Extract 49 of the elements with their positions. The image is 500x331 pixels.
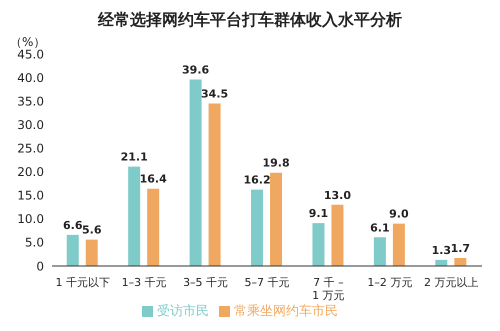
- x-tick-label: 1 千元以下: [55, 276, 110, 289]
- text: 1.7: [450, 242, 470, 255]
- y-tick-label: 0: [36, 259, 44, 274]
- y-tick-label: 10.0: [17, 212, 44, 226]
- text: 39.6: [182, 63, 210, 76]
- bar: [454, 258, 466, 266]
- text: 34.5: [201, 87, 228, 100]
- text: 16.4: [140, 172, 167, 186]
- bar: [66, 234, 79, 266]
- y-tick-label: 15.0: [17, 188, 44, 203]
- bar: [190, 79, 202, 266]
- bar: [435, 260, 448, 266]
- x-tick-label: 2 万元以上: [424, 276, 479, 289]
- y-tick-label: 45.0: [17, 47, 44, 62]
- bar: [251, 190, 264, 266]
- x-tick-label: 1–3 千元: [122, 276, 167, 289]
- y-tick-label: 30.0: [17, 118, 44, 132]
- bar: [270, 172, 282, 266]
- y-axis-title: （%）: [10, 34, 46, 50]
- legend-label: 受访市民: [157, 304, 209, 319]
- text: 9.1: [308, 207, 328, 220]
- bar: [312, 223, 324, 266]
- x-tick-label: 5–7 千元: [244, 276, 290, 289]
- bar: [331, 204, 344, 266]
- legend-label: 常乘坐网约车市民: [234, 304, 338, 319]
- y-tick-label: 35.0: [17, 94, 44, 108]
- text: 6.6: [62, 218, 82, 232]
- text: 1.3: [432, 244, 452, 257]
- bar: [374, 237, 386, 266]
- y-tick-label: 40.0: [17, 70, 44, 85]
- text: 9.0: [389, 208, 409, 221]
- y-tick-label: 20.0: [17, 165, 44, 180]
- x-tick-label: 7 千 – 1 万元: [312, 276, 345, 302]
- text: 16.2: [243, 174, 271, 187]
- bar: [86, 240, 98, 266]
- bar: [147, 188, 160, 266]
- x-tick-label: 3–5 千元: [183, 276, 228, 289]
- bar: [208, 103, 221, 266]
- text: 5.6: [82, 224, 102, 237]
- text: 19.8: [262, 156, 290, 170]
- text: 13.0: [324, 188, 352, 202]
- chart-title: 经常选择网约车平台打车群体收入水平分析: [96, 9, 403, 31]
- bar: [392, 224, 405, 266]
- y-tick-label: 25.0: [17, 141, 44, 156]
- x-tick-label: 1–2 万元: [367, 276, 412, 289]
- y-tick-label: 5.0: [24, 236, 44, 250]
- text: 21.1: [120, 150, 148, 164]
- bar: [128, 166, 140, 266]
- text: 6.1: [370, 221, 390, 234]
